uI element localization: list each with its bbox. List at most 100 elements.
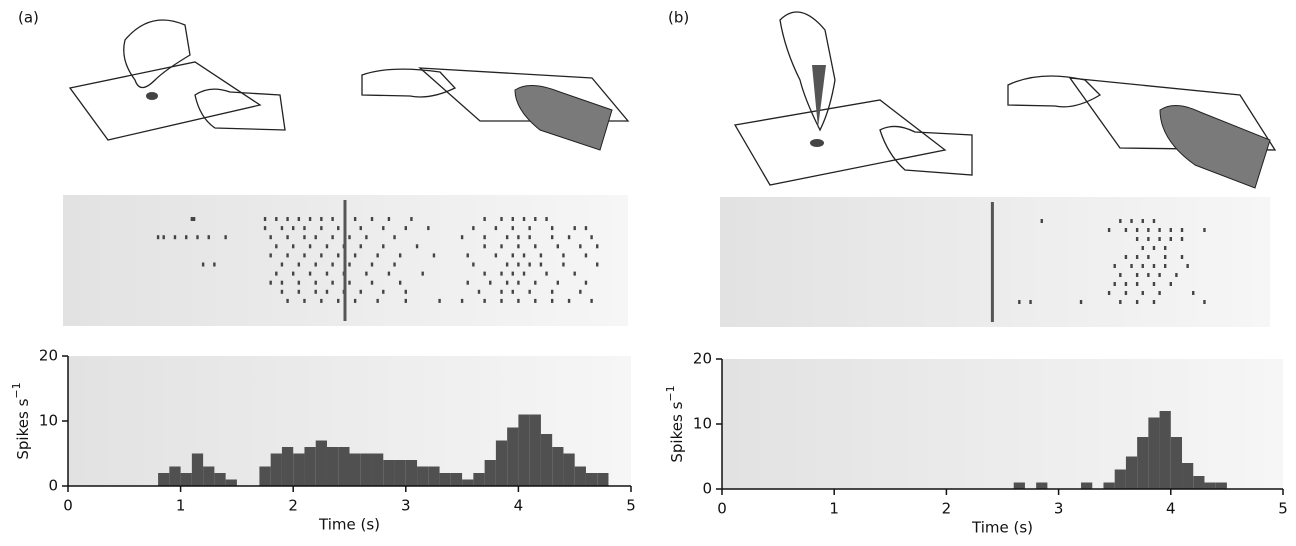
spike <box>404 289 407 294</box>
y-axis-label-sup: −1 <box>10 382 23 398</box>
histogram-bar <box>563 453 575 486</box>
spike <box>562 253 565 258</box>
x-tick-label: 3 <box>401 497 411 515</box>
spike <box>370 217 374 221</box>
panel-label: (a) <box>18 9 39 27</box>
spike <box>1158 237 1161 241</box>
spike <box>1158 273 1161 277</box>
spike <box>224 235 227 240</box>
spike <box>550 298 554 303</box>
spike <box>584 226 588 231</box>
spike <box>534 217 537 221</box>
histogram-bar <box>293 453 305 486</box>
spike <box>185 235 188 240</box>
spike <box>303 253 306 258</box>
spike <box>207 235 210 240</box>
spike <box>359 244 362 249</box>
histogram-bar <box>203 466 215 486</box>
spike <box>1152 300 1156 304</box>
spike <box>314 280 317 285</box>
histogram-bar <box>540 434 553 486</box>
histogram-bar <box>394 460 406 486</box>
spike <box>1163 246 1167 250</box>
spike <box>1135 255 1139 259</box>
spike <box>387 217 391 221</box>
spike <box>505 235 509 240</box>
spike <box>579 289 582 294</box>
spike <box>353 253 357 258</box>
x-tick-label: 5 <box>626 497 636 515</box>
spike <box>213 262 216 267</box>
y-axis-label-text: Spikes s <box>14 398 32 459</box>
x-tick-label: 1 <box>176 497 186 515</box>
spike <box>517 298 520 303</box>
histogram-bar <box>1215 482 1227 489</box>
spike <box>269 280 272 285</box>
y-axis-label: Spikes s−1 <box>10 382 32 459</box>
spike <box>320 226 323 231</box>
histogram-bar <box>529 414 541 486</box>
spike <box>190 217 194 221</box>
spike <box>297 217 301 221</box>
spike <box>280 226 284 231</box>
spike <box>303 226 306 231</box>
spike <box>1124 255 1128 259</box>
spike <box>353 298 357 303</box>
spike <box>292 226 295 231</box>
histogram-bar <box>191 453 204 486</box>
spike <box>382 244 385 249</box>
spike <box>337 253 340 258</box>
spike <box>325 244 329 249</box>
raster-background <box>720 197 1270 327</box>
histogram-bar <box>383 460 395 486</box>
spike <box>320 253 323 258</box>
histogram-bar <box>1137 437 1149 489</box>
spike <box>1180 228 1184 232</box>
histogram-bar <box>484 460 496 486</box>
spike <box>1158 291 1161 295</box>
histogram-bar <box>169 466 181 486</box>
spike <box>173 235 177 240</box>
spike <box>483 244 486 249</box>
spike <box>320 298 323 303</box>
spike <box>556 244 560 249</box>
spike <box>477 289 481 294</box>
spike <box>325 289 329 294</box>
spike <box>337 226 340 231</box>
histogram-bar <box>462 479 474 486</box>
spike <box>1147 228 1150 232</box>
spike <box>393 235 396 240</box>
spike <box>1163 264 1167 268</box>
spike <box>1169 282 1172 286</box>
spike <box>584 253 588 258</box>
y-tick-label: 0 <box>702 480 712 498</box>
histogram-bar <box>326 447 339 486</box>
spike <box>517 235 520 240</box>
spike <box>382 226 385 231</box>
spike <box>522 253 526 258</box>
plot-background <box>722 359 1283 489</box>
spike <box>562 262 565 267</box>
spike <box>156 235 160 240</box>
illustration-rest-b <box>1007 75 1277 189</box>
spike <box>517 244 520 249</box>
x-tick-label: 5 <box>1278 500 1288 518</box>
spike <box>1124 282 1128 286</box>
y-axis-label-sup: −1 <box>664 385 677 401</box>
spike <box>286 253 289 258</box>
histogram-bar <box>585 473 598 486</box>
spike <box>472 226 475 231</box>
spike <box>1018 300 1021 304</box>
spike <box>292 244 295 249</box>
x-tick-label: 2 <box>942 500 952 518</box>
spike <box>1135 300 1139 304</box>
spike <box>596 262 599 267</box>
spike <box>567 235 571 240</box>
spike <box>314 289 317 294</box>
histogram-bar <box>574 466 586 486</box>
spike <box>1130 264 1133 268</box>
spike <box>500 244 503 249</box>
y-tick-label: 0 <box>48 477 58 495</box>
histogram-bar <box>349 453 361 486</box>
spike <box>489 280 492 285</box>
